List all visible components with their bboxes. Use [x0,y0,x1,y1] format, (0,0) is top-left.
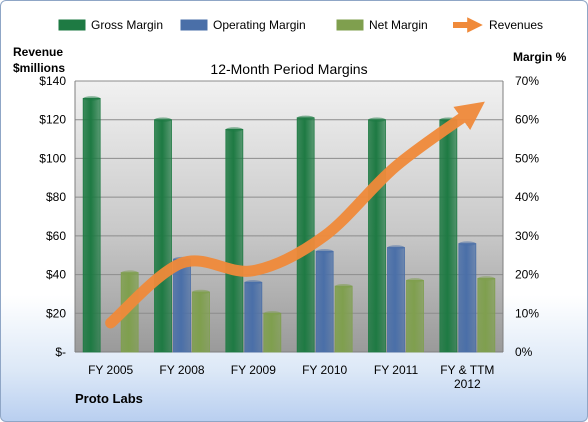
bar-net-margin [263,312,282,353]
left-axis-title: Revenue [13,45,63,59]
chart-title: 12-Month Period Margins [210,61,367,77]
bar-gross-margin [296,117,315,353]
bar-top [225,127,243,132]
right-tick-label: 0% [515,345,533,359]
right-tick-label: 60% [515,113,539,127]
category-label: FY & TTM [440,363,494,377]
left-tick-label: $60 [46,229,66,243]
right-tick-label: 40% [515,190,539,204]
left-tick-label: $40 [46,268,66,282]
right-tick-label: 50% [515,151,539,165]
left-tick-label: $20 [46,306,66,320]
bar-gross-margin [154,119,172,353]
left-tick-label: $120 [39,113,66,127]
bar-net-margin [477,278,496,353]
bar-gross-margin [439,119,458,353]
legend-gross-margin-swatch [58,19,86,31]
bar-top [121,270,139,275]
category-label: FY 2011 [374,363,419,377]
bar-top [83,96,101,101]
left-axis-title: $millions [13,61,65,75]
bar-top [387,245,405,250]
right-axis-title: Margin % [513,50,567,64]
bar-top [244,280,262,285]
category-label: FY 2005 [88,363,133,377]
legend-revenues-label: Revenues [489,18,543,32]
left-tick-label: $- [55,345,66,359]
bar-top [458,241,476,246]
right-tick-label: 20% [515,268,539,282]
company-label: Proto Labs [75,391,143,406]
bar-operating-margin [315,250,334,353]
category-label: FY 2008 [159,363,204,377]
bar-top [406,278,424,283]
legend-net-margin-swatch [336,19,364,31]
bar-gross-margin [368,119,386,353]
category-label: FY 2010 [302,363,347,377]
bar-top [477,276,495,281]
right-tick-label: 70% [515,74,539,88]
bar-top [297,115,315,120]
bar-operating-margin [244,281,263,353]
bar-top [335,283,353,289]
category-label: FY 2009 [231,363,276,377]
left-tick-label: $140 [39,74,66,88]
bar-top [368,117,386,122]
bar-top [316,249,334,254]
left-tick-label: $80 [46,190,66,204]
bar-operating-margin [173,258,191,353]
bar-gross-margin [225,128,244,353]
bar-operating-margin [387,247,405,353]
right-tick-label: 30% [515,229,539,243]
right-tick-label: 10% [515,306,539,320]
bar-net-margin [192,291,210,353]
bar-top [192,289,210,295]
legend-net-margin-label: Net Margin [369,18,428,32]
legend-operating-margin-swatch [180,19,208,31]
legend-gross-margin-label: Gross Margin [91,18,163,32]
revenues-line [105,101,485,329]
legend-operating-margin-label: Operating Margin [213,18,306,32]
bar-operating-margin [458,243,477,353]
bar-gross-margin [82,98,101,353]
plot-area [75,81,503,352]
left-tick-label: $100 [39,151,66,165]
bar-net-margin [334,285,353,353]
bar-top [263,311,281,316]
bar-net-margin [406,279,424,353]
bar-top [154,117,172,122]
category-label: 2012 [454,377,481,391]
